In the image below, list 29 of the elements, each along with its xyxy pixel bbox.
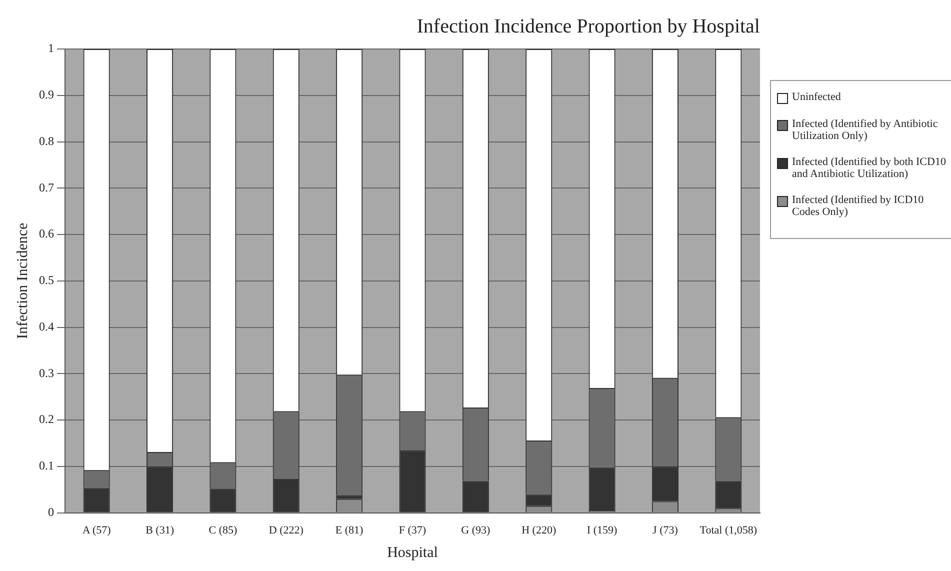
x-axis-title: Hospital — [387, 544, 438, 561]
y-tick-label: 0.2 — [39, 412, 54, 426]
y-axis-title: Infection Incidence — [14, 222, 31, 339]
legend-label: Uninfected — [792, 91, 841, 103]
y-tick-label: 0.8 — [39, 134, 54, 148]
legend-label: Infected (Identified by ICD10 Codes Only) — [792, 194, 925, 218]
legend-label: Infected (Identified by Antibiotic Utilization Only) — [792, 118, 939, 142]
y-tick-label: 0.9 — [39, 88, 54, 102]
legend-label: Infected (Identified by both ICD10 and Antibiotic Utilization) — [792, 156, 947, 180]
x-tick-label: I (159) — [586, 524, 618, 536]
y-tick-label: 0.5 — [39, 273, 54, 288]
x-tick-label: G (93) — [461, 524, 491, 536]
x-tick-label: E (81) — [335, 524, 364, 536]
x-tick-label: B (31) — [146, 524, 174, 536]
x-tick-label: C (85) — [208, 524, 238, 536]
y-tick-label: 0.7 — [39, 180, 54, 194]
x-tick-label: D (222) — [268, 524, 304, 536]
x-tick-label: A (57) — [82, 524, 112, 536]
x-tick-label: J (73) — [652, 524, 678, 536]
y-tick-label: 0.6 — [39, 226, 54, 241]
x-tick-label: Total (1,058) — [700, 524, 758, 536]
x-tick-label: H (220) — [522, 524, 556, 536]
y-tick-label: 1 — [48, 41, 54, 56]
y-tick-label: 0 — [48, 504, 54, 519]
x-tick-label: F (37) — [398, 524, 426, 536]
chart-title: Infection Incidence Proportion by Hospital — [416, 15, 760, 38]
y-tick-label: 0.3 — [39, 366, 54, 380]
y-tick-label: 0.1 — [39, 458, 54, 473]
y-tick-label: 0.4 — [39, 319, 54, 334]
